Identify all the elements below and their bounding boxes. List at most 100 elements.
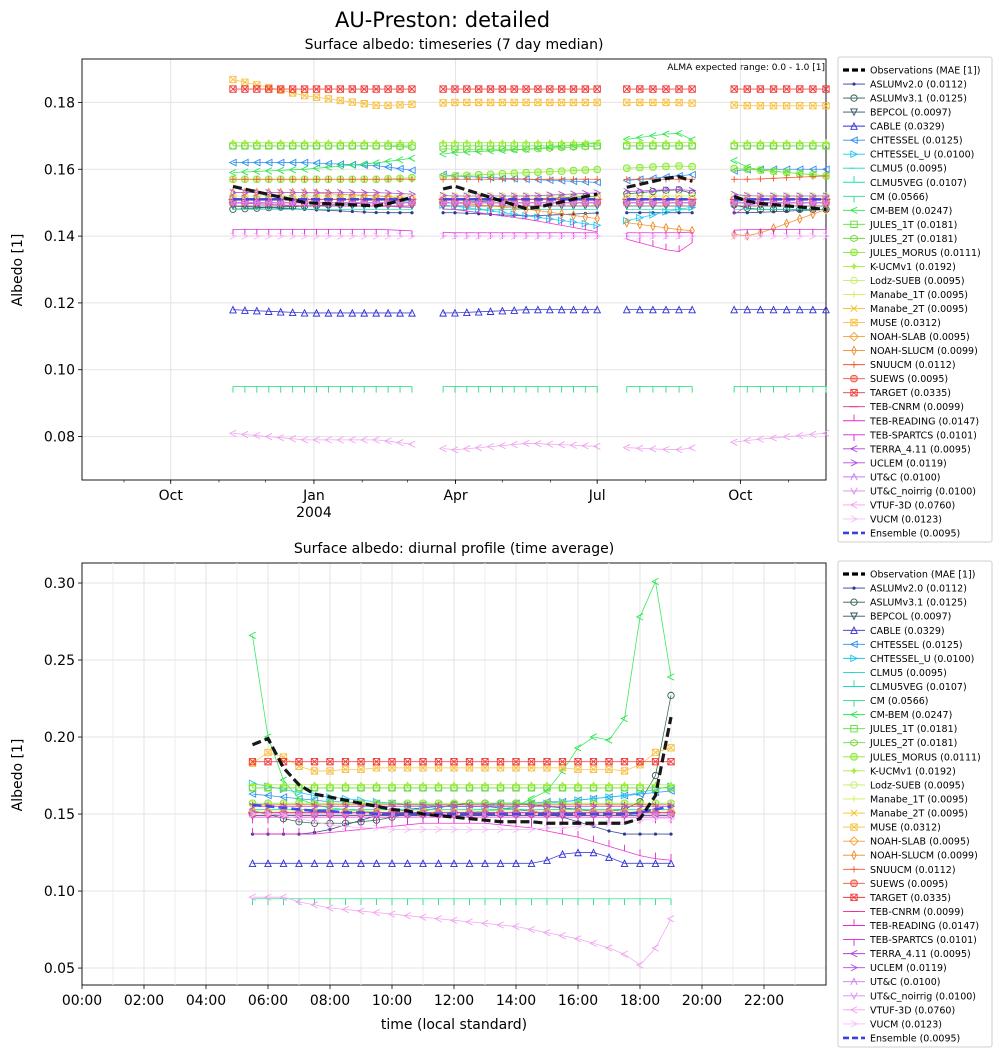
series-point-aslumv2-0-0-0112 [386, 211, 390, 215]
timeseries-legend-label: TARGET (0.0335) [869, 388, 951, 399]
series-point-vtuf-3d-0-0760 [348, 436, 356, 444]
series-point-jules-2t-0-0181 [512, 784, 520, 792]
series-point-vtuf-3d-0-0760 [569, 441, 577, 449]
timeseries-legend-marker [852, 82, 856, 86]
series-point-cm-bem-0-0247 [661, 130, 670, 138]
series-point-cable-0-0329 [795, 305, 804, 314]
series-point-cable-0-0329 [574, 848, 582, 857]
series-point-cable-0-0329 [450, 859, 458, 867]
series-point-cable-0-0329 [403, 859, 412, 867]
timeseries-legend-label: UT&C_noirrig (0.0100) [870, 486, 976, 497]
diurnal-legend-item: Observation (MAE [1]) [843, 570, 975, 581]
series-point-target-0-0335 [253, 85, 261, 93]
series-point-noah-slucm-0-0099 [783, 218, 790, 229]
series-point-muse-0-0312 [312, 93, 321, 101]
diurnal-legend-marker [850, 739, 858, 747]
series-point-jules-morus-0-0111 [546, 167, 554, 176]
diurnal-legend-item: CLMU5VEG (0.0107) [843, 680, 967, 693]
series-point-vtuf-3d-0-0760 [521, 439, 530, 448]
diurnal-ytick-label: 0.05 [44, 961, 75, 977]
timeseries-ytick-label: 0.08 [44, 430, 75, 446]
diurnal-legend-item: SUEWS (0.0095) [843, 879, 948, 890]
series-point-target-0-0335 [589, 758, 598, 766]
series-point-chtessel-0-0125 [383, 163, 392, 171]
series-point-vucm-0-0123 [451, 232, 460, 240]
series-point-snuucm-0-0112 [289, 176, 296, 183]
series-point-cable-0-0329 [498, 306, 507, 315]
series-point-ut-c-0-0100 [310, 809, 319, 818]
series-point-cable-0-0329 [635, 305, 644, 314]
series-point-target-0-0335 [312, 85, 321, 93]
timeseries-legend-item: JULES_1T (0.0181) [843, 220, 957, 231]
diurnal-xtick-label: 02:00 [124, 993, 164, 1009]
series-point-snuucm-0-0112 [487, 176, 494, 183]
series-point-cable-0-0329 [439, 308, 448, 317]
series-point-vtuf-3d-0-0760 [498, 441, 506, 450]
series-point-uclem-0-0119 [546, 191, 554, 199]
series-point-muse-0-0312 [756, 102, 765, 110]
series-point-cable-0-0329 [357, 859, 365, 867]
series-point-k-ucmv1-0-0192 [622, 138, 631, 147]
series-point-target-0-0335 [636, 85, 644, 93]
series-point-jules-2t-0-0181 [295, 784, 303, 792]
series-point-k-ucmv1-0-0192 [636, 780, 644, 789]
series-point-k-ucmv1-0-0192 [675, 138, 683, 147]
series-point-ut-c-noirrig-0-0100 [336, 199, 344, 207]
diurnal-legend-marker [850, 879, 858, 887]
diurnal-xtick-label: 16:00 [558, 993, 598, 1009]
series-k-ucmv1-0-0192 [229, 138, 830, 147]
series-point-cable-0-0329 [557, 305, 566, 314]
series-k-ucmv1-0-0192 [248, 780, 675, 789]
series-point-chtessel-0-0125 [264, 158, 273, 167]
series-point-uclem-0-0119 [348, 189, 357, 197]
series-point-muse-0-0312 [651, 748, 660, 757]
series-point-cm-bem-0-0247 [527, 795, 535, 803]
series-point-k-ucmv1-0-0192 [543, 780, 551, 789]
timeseries-legend-item: ASLUMv2.0 (0.0112) [843, 80, 967, 91]
series-point-muse-0-0312 [498, 98, 507, 107]
series-point-cm-bem-0-0247 [371, 159, 380, 167]
series-point-snuucm-0-0112 [688, 176, 696, 183]
series-line-observation-mae-1 [251, 716, 673, 825]
series-line-noah-slucm-0-0099 [626, 222, 693, 232]
series-point-jules-2t-0-0181 [756, 142, 765, 150]
diurnal-xtick-label: 20:00 [682, 993, 722, 1009]
series-point-cable-0-0329 [675, 305, 683, 314]
series-point-k-ucmv1-0-0192 [486, 138, 495, 147]
series-point-target-0-0335 [326, 758, 334, 766]
series-point-muse-0-0312 [408, 100, 416, 108]
timeseries-legend-item: UT&C_noirrig (0.0100) [843, 486, 976, 497]
diurnal-legend-marker [849, 950, 858, 958]
diurnal-legend-marker [850, 654, 859, 663]
series-point-cable-0-0329 [620, 859, 629, 867]
series-point-noah-slucm-0-0099 [637, 219, 643, 230]
series-point-uclem-0-0119 [636, 802, 645, 810]
series-point-aslumv2-0-0-0112 [465, 211, 469, 215]
series-point-jules-2t-0-0181 [527, 784, 536, 792]
series-point-jules-2t-0-0181 [419, 784, 427, 792]
series-point-aslumv2-0-0-0112 [350, 209, 354, 214]
series-point-jules-2t-0-0181 [623, 142, 631, 150]
timeseries-legend-label: Observations (MAE [1]) [870, 66, 980, 77]
series-point-snuucm-0-0112 [796, 173, 803, 181]
series-point-ut-c-0-0100 [341, 809, 350, 818]
series-point-jules-morus-0-0111 [498, 170, 507, 178]
series-point-k-ucmv1-0-0192 [527, 780, 536, 789]
series-point-target-0-0335 [264, 758, 272, 766]
timeseries-legend-marker [850, 234, 858, 243]
series-line-teb-spartcs-0-0101 [734, 229, 826, 231]
series-point-chtessel-u-0-0100 [605, 793, 614, 802]
timeseries-legend-label: CABLE (0.0329) [870, 122, 945, 133]
series-point-ut-c-0-0100 [241, 198, 249, 207]
series-point-vucm-0-0123 [783, 232, 791, 240]
series-point-uclem-0-0119 [770, 192, 778, 200]
series-point-jules-2t-0-0181 [341, 784, 350, 792]
series-point-chtessel-0-0125 [395, 164, 404, 173]
series-point-ut-c-0-0100 [248, 809, 257, 818]
series-point-jules-2t-0-0181 [496, 784, 505, 792]
series-point-cable-0-0329 [295, 859, 303, 867]
series-point-cm-bem-0-0247 [651, 577, 659, 586]
series-line-teb-reading-0-0147 [252, 822, 672, 861]
series-point-k-ucmv1-0-0192 [396, 138, 404, 147]
